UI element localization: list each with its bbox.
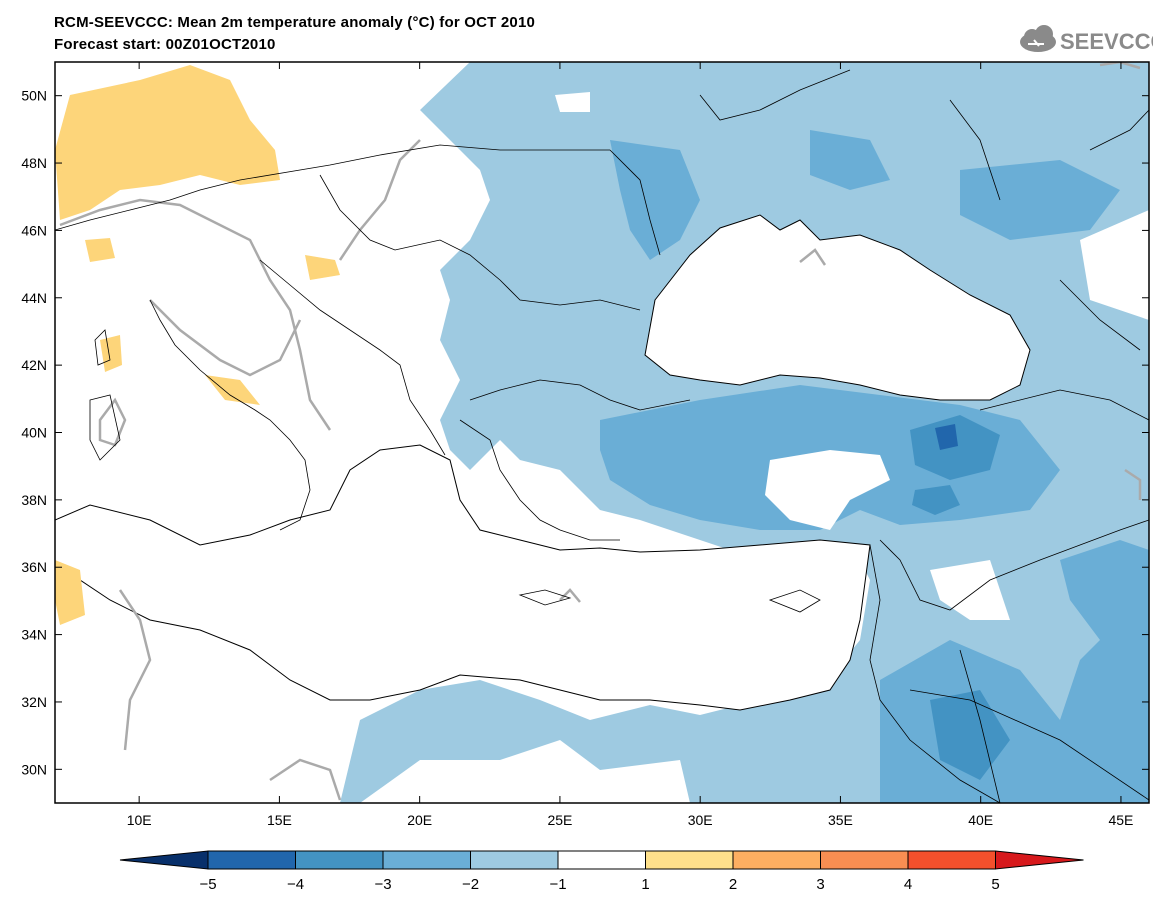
longitude-axis: 10E 15E 20E 25E 30E 35E 40E 45E xyxy=(127,62,1133,828)
lon-tick-label: 10E xyxy=(127,812,152,828)
colorbar-label: 3 xyxy=(816,876,824,893)
lat-tick-label: 34N xyxy=(21,627,47,643)
lat-tick-label: 44N xyxy=(21,290,47,306)
anomaly-region-yellow-central-europe xyxy=(55,65,280,220)
colorbar-segment xyxy=(645,850,734,870)
map-title: RCM-SEEVCCC: Mean 2m temperature anomaly… xyxy=(54,14,536,31)
anomaly-region-yellow-corsica xyxy=(100,335,122,372)
colorbar-label: −5 xyxy=(199,876,216,893)
colorbar-segment xyxy=(907,850,996,870)
colorbar-segment xyxy=(382,850,471,870)
colorbar: −5 −4 −3 −2 −1 1 2 3 4 5 xyxy=(119,850,1084,893)
colorbar-label: 5 xyxy=(991,876,999,893)
lat-tick-label: 50N xyxy=(21,88,47,104)
black-sea xyxy=(644,214,1031,401)
anomaly-region-mid-blue-caucasus xyxy=(960,160,1120,240)
anomaly-region-white-levant xyxy=(930,560,1010,620)
colorbar-segment xyxy=(470,850,559,870)
lat-tick-label: 36N xyxy=(21,559,47,575)
map-canvas xyxy=(55,62,1149,803)
colorbar-label: 4 xyxy=(904,876,912,893)
colorbar-segment xyxy=(207,850,296,870)
anomaly-region-yellow-balkan xyxy=(305,255,340,280)
forecast-start-label: Forecast start: 00Z01OCT2010 xyxy=(54,36,276,53)
cloud-icon xyxy=(1020,25,1056,52)
anomaly-region-mid-blue-north xyxy=(810,130,890,190)
colorbar-label: −2 xyxy=(462,876,479,893)
colorbar-label: −1 xyxy=(549,876,566,893)
lat-tick-label: 30N xyxy=(21,761,47,777)
zero-contours xyxy=(59,62,1142,801)
lat-tick-label: 46N xyxy=(21,222,47,238)
lon-tick-label: 25E xyxy=(547,812,572,828)
colorbar-label: −3 xyxy=(374,876,391,893)
lat-tick-label: 32N xyxy=(21,694,47,710)
lon-tick-label: 35E xyxy=(828,812,853,828)
colorbar-segment xyxy=(295,850,384,870)
lon-tick-label: 30E xyxy=(688,812,713,828)
colorbar-segment xyxy=(557,850,646,870)
colorbar-label: −4 xyxy=(287,876,304,893)
anomaly-region-blue xyxy=(910,415,1000,480)
colorbar-segment xyxy=(820,850,909,870)
lat-tick-label: 48N xyxy=(21,155,47,171)
anomaly-region-blue-south xyxy=(912,485,960,515)
anomaly-region-blue-syria xyxy=(930,690,1010,780)
anomaly-region-yellow-tunisia xyxy=(55,560,85,625)
anomaly-region-white-spot xyxy=(555,92,590,112)
latitude-axis: 30N 32N 34N 36N 38N 40N 42N 44N 46N 48N 50N xyxy=(21,88,1149,777)
colorbar-label: 1 xyxy=(641,876,649,893)
colorbar-min-arrow xyxy=(119,850,209,870)
anomaly-region-mid-blue-moldova xyxy=(610,140,700,260)
anomaly-region-yellow-sicily xyxy=(205,375,260,405)
anomaly-region-white-east xyxy=(1080,210,1149,320)
lon-tick-label: 45E xyxy=(1108,812,1133,828)
mediterranean-sea xyxy=(55,444,871,711)
anomaly-region-mid-blue-east xyxy=(1060,540,1149,640)
anomaly-region-yellow-alps xyxy=(85,238,115,262)
lat-tick-label: 38N xyxy=(21,492,47,508)
lat-tick-label: 42N xyxy=(21,357,47,373)
borders xyxy=(55,69,1149,803)
lon-tick-label: 40E xyxy=(968,812,993,828)
logo-text: SEEVCCC xyxy=(1060,29,1153,54)
anomaly-region-dark-blue xyxy=(935,424,958,450)
lat-tick-label: 40N xyxy=(21,425,47,441)
colorbar-segment xyxy=(732,850,821,870)
seevccc-logo: SEEVCCC xyxy=(1020,25,1153,54)
lon-tick-label: 15E xyxy=(267,812,292,828)
colorbar-max-arrow xyxy=(995,850,1084,870)
colorbar-label: 2 xyxy=(729,876,737,893)
anomaly-region-white-anatolia xyxy=(765,450,890,530)
lon-tick-label: 20E xyxy=(407,812,432,828)
